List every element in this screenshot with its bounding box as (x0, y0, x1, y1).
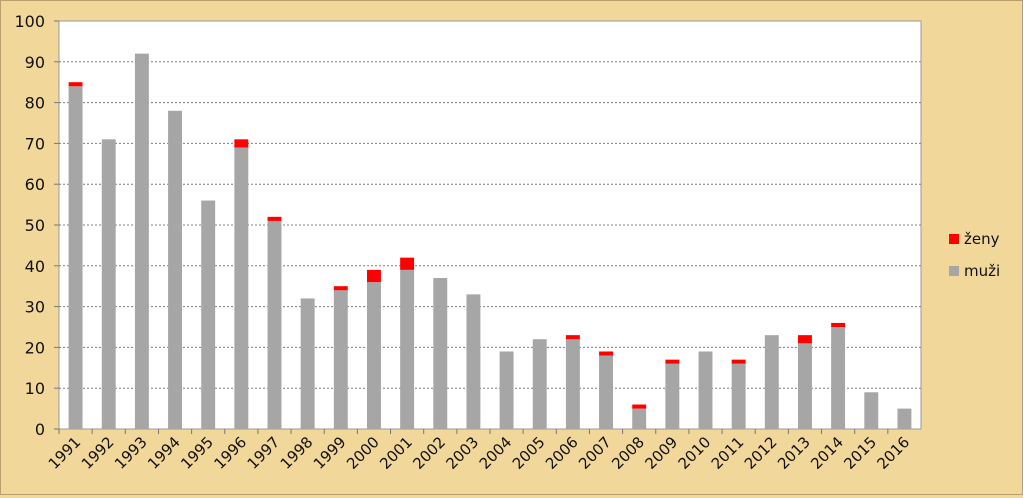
y-tick-label: 70 (25, 134, 45, 153)
x-tick-label: 2000 (343, 433, 383, 473)
bar-muzi-2008 (632, 408, 647, 429)
y-tick-label: 10 (25, 379, 45, 398)
x-axis-ticks: 1991199219931994199519961997199819992000… (45, 429, 914, 473)
x-tick-label: 2004 (476, 433, 516, 473)
x-tick-label: 2001 (376, 433, 416, 473)
bar-muzi-2012 (764, 335, 779, 429)
y-tick-label: 20 (25, 338, 45, 357)
x-tick-label: 1991 (45, 433, 85, 473)
x-tick-label: 1992 (78, 433, 118, 473)
legend-item-zeny: ženy (949, 223, 1000, 255)
legend-label-zeny: ženy (964, 230, 1000, 248)
x-tick-label: 2009 (641, 433, 681, 473)
x-tick-label: 2007 (575, 433, 615, 473)
x-tick-label: 1994 (144, 433, 184, 473)
bar-zeny-2014 (831, 322, 846, 327)
legend-swatch-muzi (949, 266, 959, 276)
bar-muzi-2013 (797, 343, 812, 429)
bar-muzi-2006 (565, 339, 580, 429)
bar-muzi-1993 (134, 53, 149, 429)
y-tick-label: 50 (25, 216, 45, 235)
bar-zeny-2007 (599, 351, 614, 356)
x-tick-label: 2005 (509, 433, 549, 473)
bar-zeny-2013 (797, 335, 812, 344)
bar-zeny-1997 (267, 216, 282, 221)
bar-zeny-2001 (400, 257, 415, 270)
x-tick-label: 2006 (542, 433, 582, 473)
bar-muzi-1995 (201, 200, 216, 429)
x-tick-label: 2013 (774, 433, 814, 473)
x-tick-label: 2003 (443, 433, 483, 473)
y-tick-label: 100 (14, 12, 45, 31)
x-tick-label: 2011 (708, 433, 748, 473)
x-tick-label: 2002 (409, 433, 449, 473)
bars (68, 53, 912, 430)
y-tick-label: 80 (25, 94, 45, 113)
bar-muzi-1997 (267, 220, 282, 429)
x-tick-label: 2008 (608, 433, 648, 473)
bar-zeny-2011 (731, 359, 746, 364)
y-tick-label: 60 (25, 175, 45, 194)
bar-muzi-2009 (665, 363, 680, 429)
legend: ženy muži (949, 223, 1000, 287)
bar-muzi-1996 (234, 147, 249, 430)
bar-muzi-1992 (101, 139, 116, 429)
bar-zeny-2009 (665, 359, 680, 364)
y-tick-label: 40 (25, 257, 45, 276)
bar-muzi-2011 (731, 363, 746, 429)
x-tick-label: 1995 (177, 433, 217, 473)
bar-muzi-2005 (532, 339, 547, 429)
x-tick-label: 1999 (310, 433, 350, 473)
y-tick-label: 30 (25, 298, 45, 317)
bar-muzi-1998 (300, 298, 315, 429)
x-tick-label: 2010 (675, 433, 715, 473)
y-axis-ticks: 0 10 20 30 40 50 60 70 80 90 100 (14, 12, 59, 439)
x-tick-label: 1993 (111, 433, 151, 473)
bar-zeny-2006 (565, 335, 580, 340)
y-tick-label: 90 (25, 53, 45, 72)
legend-label-muzi: muži (964, 262, 1001, 280)
bar-muzi-2010 (698, 351, 713, 429)
bar-zeny-1991 (68, 82, 83, 87)
bar-muzi-2016 (897, 408, 912, 429)
bar-muzi-1999 (333, 290, 348, 429)
x-tick-label: 2016 (874, 433, 914, 473)
x-tick-label: 1997 (244, 433, 284, 473)
bar-muzi-1991 (68, 86, 83, 429)
bar-muzi-2015 (864, 392, 879, 429)
bar-muzi-2000 (366, 282, 381, 429)
bar-muzi-2007 (599, 355, 614, 429)
bar-zeny-2008 (632, 404, 647, 409)
legend-swatch-zeny (949, 234, 959, 244)
bar-muzi-2004 (499, 351, 514, 429)
bar-muzi-2002 (433, 278, 448, 429)
bar-muzi-2014 (831, 327, 846, 429)
bar-muzi-1994 (168, 110, 183, 429)
bar-zeny-1996 (234, 139, 249, 148)
x-tick-label: 1996 (210, 433, 250, 473)
bar-muzi-2001 (400, 269, 415, 429)
bar-muzi-2003 (466, 294, 481, 429)
x-tick-label: 2012 (741, 433, 781, 473)
bar-zeny-1999 (333, 286, 348, 291)
x-tick-label: 2014 (807, 433, 847, 473)
y-tick-label: 0 (35, 420, 45, 439)
legend-item-muzi: muži (949, 255, 1000, 287)
bar-zeny-2000 (366, 269, 381, 283)
x-tick-label: 1998 (277, 433, 317, 473)
x-tick-label: 2015 (840, 433, 880, 473)
